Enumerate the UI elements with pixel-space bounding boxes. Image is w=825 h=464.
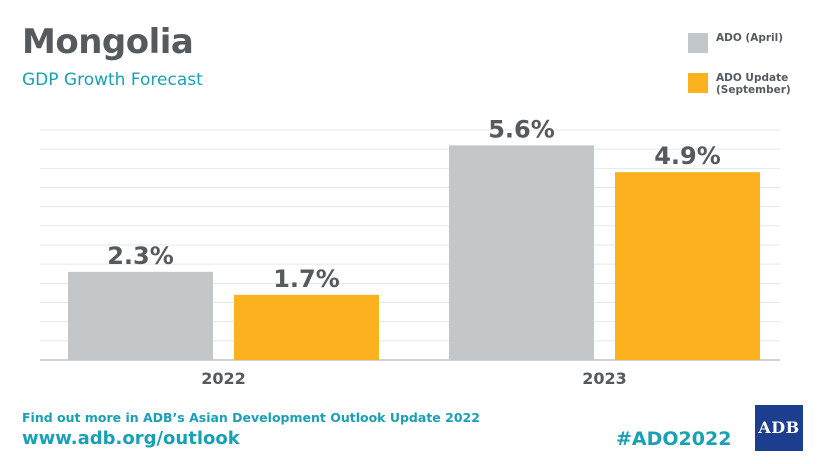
page-title: Mongolia: [22, 22, 194, 62]
footer-url-link[interactable]: www.adb.org/outlook: [22, 428, 240, 449]
hashtag: #ADO2022: [616, 428, 732, 450]
data-label-2023-series-2: 4.9%: [654, 142, 721, 170]
legend-swatch-ado-update: [688, 73, 708, 93]
legend-label-ado-april: ADO (April): [716, 32, 784, 44]
bar-2022-series-1: [68, 271, 213, 360]
adb-logo: ADB: [755, 405, 803, 451]
category-label-2023: 2023: [582, 369, 627, 388]
category-label-2022: 2022: [201, 369, 246, 388]
bar-2022-series-2: [234, 294, 379, 360]
data-label-2022-series-2: 1.7%: [273, 265, 340, 293]
data-label-2022-series-1: 2.3%: [107, 242, 174, 270]
bar-2023-series-1: [449, 145, 594, 360]
legend-label-ado-update: ADO Update (September): [716, 72, 791, 96]
legend-swatch-ado-april: [688, 33, 708, 53]
page-subtitle: GDP Growth Forecast: [22, 70, 203, 90]
bar-2023-series-2: [615, 172, 760, 360]
data-label-2023-series-1: 5.6%: [488, 115, 555, 143]
footer-text: Find out more in ADB’s Asian Development…: [22, 410, 480, 425]
